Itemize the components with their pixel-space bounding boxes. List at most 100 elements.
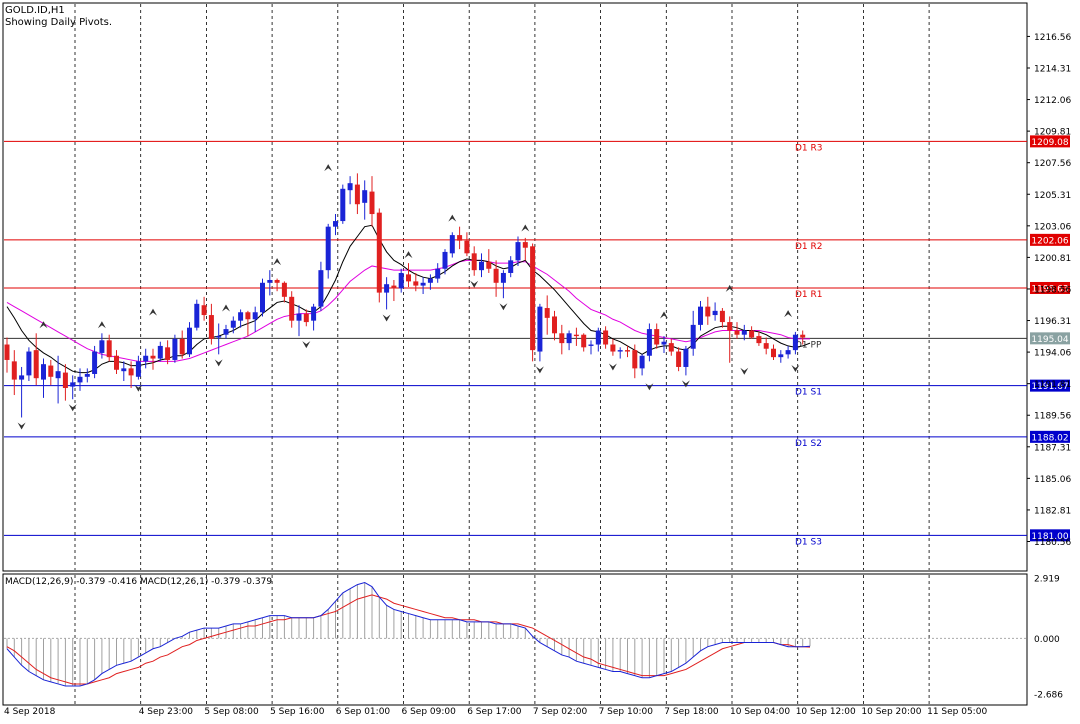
pivot-label: D1 R1 [795,290,823,300]
candle-body [281,282,287,297]
candle-body [216,336,222,338]
candle-body [749,330,755,338]
candle-body [508,260,514,273]
candle-body [106,340,112,358]
candle-body [471,253,477,271]
macd-signal-line [6,594,811,685]
x-tick-label: 10 Sep 12:00 [796,707,856,717]
x-tick-label: 7 Sep 10:00 [599,707,654,717]
y-tick-label: 1200.81 [1034,254,1071,264]
candle-body [289,296,295,321]
candle-body [727,322,733,331]
candle-body [296,313,302,321]
candle-body [398,272,404,289]
candle-body [559,333,565,344]
candle-body [566,333,572,344]
fractal-down-arrow [17,422,26,430]
candle-body [194,303,200,328]
candle-body [362,190,368,203]
y-tick-label: 1182.81 [1034,506,1071,516]
candle-body [778,354,784,358]
pivot-label: D1 S1 [795,388,822,398]
candle-body [544,308,550,318]
candle-body [311,306,317,321]
candle-body [245,312,251,320]
candle-body [610,344,616,352]
candle-body [19,375,25,380]
fractal-down-arrow [608,363,617,371]
candle-body [763,343,769,349]
candle-body [573,334,579,337]
candle-body [537,306,543,352]
fractal-down-arrow [68,404,77,412]
fractal-up-arrow [448,214,457,222]
y-tick-label: 1207.56 [1034,159,1071,169]
candle-body [347,183,353,191]
candle-body [668,343,674,352]
candle-body [595,330,601,345]
candle-body [500,272,506,283]
candle-body [11,361,17,380]
pivot-price-box [1030,332,1070,345]
candle-body [698,306,703,325]
candle-body [552,316,557,334]
candle-body [84,373,90,377]
candle-body [267,279,273,283]
candle-body [705,306,711,317]
pivot-label: D1 R3 [795,143,823,153]
pivot-price-label: 1209.08 [1031,138,1068,148]
fractal-down-arrow [535,366,544,374]
candle-body [99,340,105,353]
pivot-price-box [1030,233,1070,246]
pivot-price-label: 1181.00 [1031,532,1068,542]
x-tick-label: 4 Sep 23:00 [139,707,194,717]
candle-body [77,376,83,383]
candle-body [274,279,280,283]
fractal-down-arrow [791,364,800,372]
candle-body [588,344,594,346]
candle-body [771,348,776,358]
candle-body [201,305,207,316]
candle-body [515,242,521,261]
fractal-up-arrow [97,321,106,329]
candle-body [260,282,265,313]
candle-body [48,365,54,377]
candle-body [719,310,725,323]
x-tick-label: 6 Sep 17:00 [467,707,522,717]
x-tick-label: 6 Sep 01:00 [336,707,391,717]
macd-title: MACD(12,26,9) -0.379 -0.416 MACD(12,26,1… [5,577,273,587]
candle-body [785,350,791,355]
pivot-price-label: 1198.63 [1031,284,1068,294]
candle-body [625,350,630,352]
candle-body [581,334,587,348]
candle-body [41,364,46,380]
candle-body [376,212,382,293]
y-tick-label: 1187.31 [1034,443,1071,453]
candle-body [479,261,484,271]
candle-body [792,334,798,351]
macd-y-tick-label: 2.919 [1034,575,1060,585]
candle-body [165,347,171,360]
candle-body [26,351,32,376]
candle-body [121,368,127,372]
candle-body [143,355,149,362]
x-tick-label: 10 Sep 20:00 [861,707,921,717]
pivot-label: D1 S2 [795,439,822,449]
candle-body [369,191,375,215]
candle-body [646,329,652,356]
candle-body [661,341,667,345]
candle-body [70,382,76,387]
candle-body [756,336,762,344]
pivot-label: D1 PP [795,340,822,350]
candle-body [55,371,61,379]
candle-body [734,330,740,335]
x-tick-label: 11 Sep 05:00 [927,707,987,717]
pivot-price-box [1030,281,1070,294]
pivot-price-box [1030,430,1070,443]
candle-body [603,330,609,345]
y-tick-label: 1191.81 [1034,380,1071,390]
fractal-up-arrow [660,311,668,319]
candle-body [238,312,244,321]
